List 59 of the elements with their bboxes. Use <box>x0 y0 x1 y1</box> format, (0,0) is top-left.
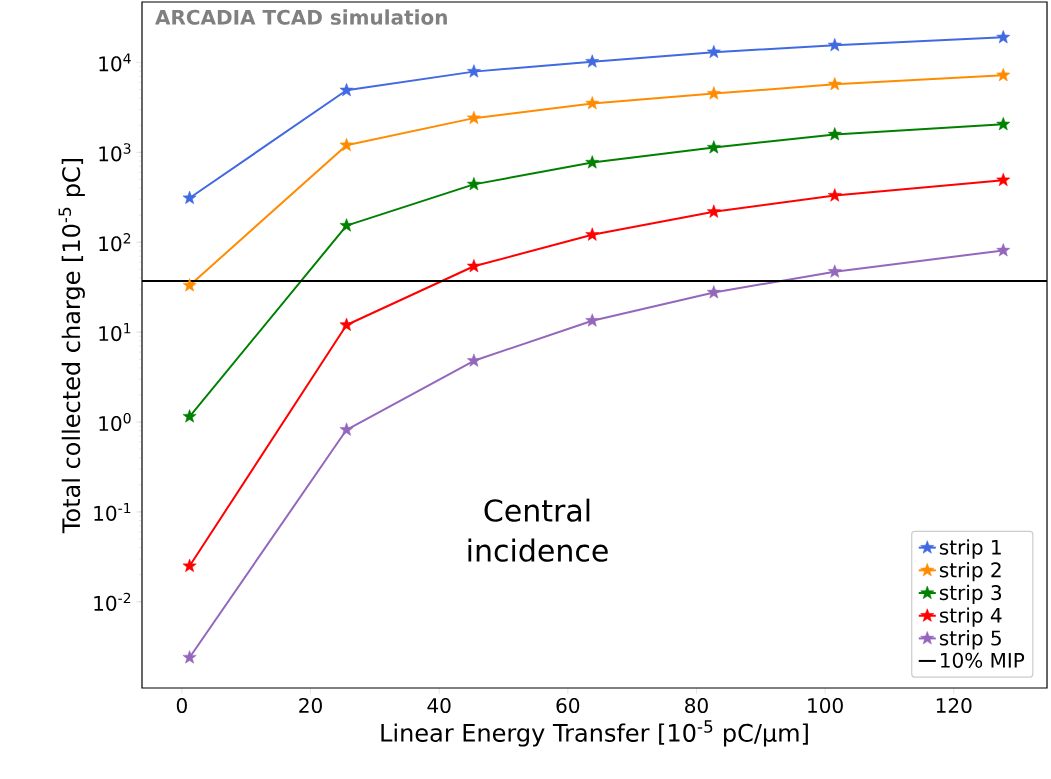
point <box>585 155 600 169</box>
point <box>339 317 354 331</box>
point <box>585 313 600 327</box>
legend-label: strip 4 <box>939 607 1002 627</box>
point <box>585 227 600 241</box>
point <box>467 64 481 78</box>
point <box>182 558 197 572</box>
point <box>706 140 721 154</box>
point <box>182 650 197 664</box>
point <box>706 86 721 100</box>
point <box>827 188 842 202</box>
point <box>996 117 1011 131</box>
x-tick-label: 40 <box>427 697 451 714</box>
legend-label: strip 5 <box>939 630 1001 650</box>
point <box>182 190 197 204</box>
y-tick-label: 10$^{1}$ <box>99 323 131 342</box>
y-tick-label: 10$^{3}$ <box>99 143 131 162</box>
point <box>996 243 1011 257</box>
point <box>827 264 842 278</box>
x-tick-label: 100 <box>808 697 843 714</box>
x-tick-label: 20 <box>299 697 322 714</box>
x-tick-label: 60 <box>556 697 580 714</box>
point <box>467 177 481 191</box>
point <box>585 54 600 68</box>
y-axis-title: Total collected charge [10$^{-5}$ pC] <box>58 158 85 534</box>
point <box>827 77 842 91</box>
point <box>339 137 354 152</box>
point <box>706 285 721 299</box>
annotation: Central incidence <box>468 498 608 562</box>
point <box>467 353 481 367</box>
point <box>467 110 481 125</box>
point <box>996 68 1011 82</box>
legend-label: 10% MIP <box>941 652 1025 668</box>
point <box>182 409 197 423</box>
x-tick-label: 120 <box>936 697 972 714</box>
point <box>996 172 1011 187</box>
point <box>339 422 354 436</box>
point <box>827 38 842 52</box>
y-tick-label: 10$^{0}$ <box>99 412 131 432</box>
legend-label: strip 3 <box>939 584 1002 605</box>
legend-label: strip 2 <box>939 561 1001 582</box>
x-tick-label: 0 <box>176 697 187 714</box>
y-tick-label: 10$^{-1}$ <box>94 502 131 521</box>
y-tick-label: 10$^{4}$ <box>99 53 131 72</box>
point <box>585 96 600 110</box>
point <box>996 30 1011 44</box>
point <box>467 259 481 273</box>
point <box>339 83 354 97</box>
point <box>706 44 721 59</box>
point <box>827 127 842 141</box>
legend-label: strip 1 <box>939 539 1001 559</box>
y-tick-label: 10$^{2}$ <box>99 233 131 252</box>
annotation: ARCADIA TCAD simulation <box>155 9 447 25</box>
x-axis-title: Linear Energy Transfer [10$^{-5}$ pC/μm] <box>381 720 808 747</box>
point <box>182 278 197 292</box>
point <box>339 218 354 232</box>
y-tick-label: 10$^{-2}$ <box>94 592 131 611</box>
x-tick-label: 80 <box>685 697 708 714</box>
point <box>706 204 721 218</box>
